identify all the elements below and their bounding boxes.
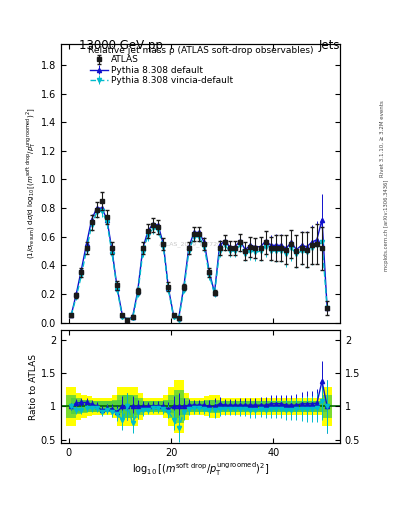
Text: Relative jet mass ρ (ATLAS soft-drop observables): Relative jet mass ρ (ATLAS soft-drop obs… (88, 46, 313, 55)
X-axis label: $\log_{10}[(m^{\rm soft\ drop}/p_{\rm T}^{\rm ungroomed})^2]$: $\log_{10}[(m^{\rm soft\ drop}/p_{\rm T}… (132, 460, 269, 478)
Text: Jets: Jets (318, 39, 340, 52)
Text: mcplots.cern.ch [arXiv:1306.3436]: mcplots.cern.ch [arXiv:1306.3436] (384, 180, 389, 271)
Y-axis label: Ratio to ATLAS: Ratio to ATLAS (29, 354, 38, 419)
Text: ATLAS_2019_I1772062: ATLAS_2019_I1772062 (160, 242, 230, 247)
Text: Rivet 3.1.10, ≥ 3.2M events: Rivet 3.1.10, ≥ 3.2M events (380, 100, 385, 177)
Y-axis label: $(1/\sigma_{\rm resum})$ d$\sigma$/d $\log_{10}[(m^{\rm soft\ drop}/p_{\rm T}^{\: $(1/\sigma_{\rm resum})$ d$\sigma$/d $\l… (24, 108, 38, 259)
Text: 13000 GeV pp: 13000 GeV pp (79, 39, 162, 52)
Legend: ATLAS, Pythia 8.308 default, Pythia 8.308 vincia-default: ATLAS, Pythia 8.308 default, Pythia 8.30… (88, 54, 235, 87)
